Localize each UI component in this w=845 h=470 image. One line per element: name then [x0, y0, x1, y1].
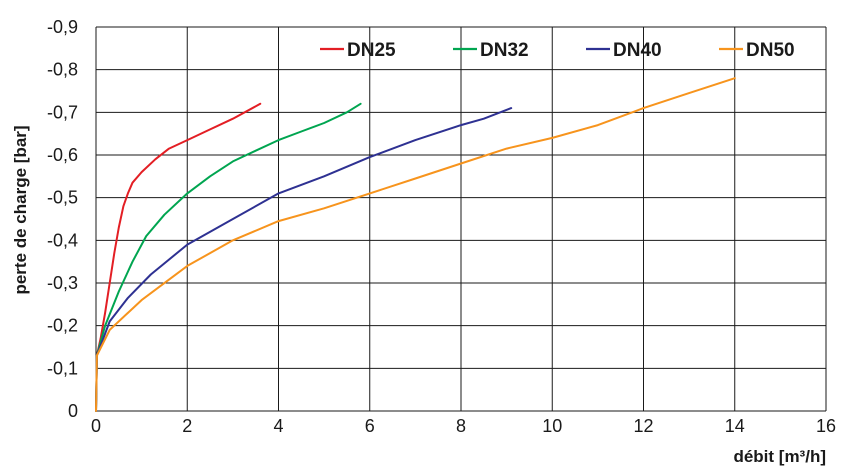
legend-item-dn32: DN32	[453, 40, 529, 61]
grid	[95, 26, 827, 412]
y-tick-label: -0,5	[47, 188, 78, 208]
y-tick-label: -0,6	[47, 145, 78, 165]
x-tick-label: 14	[725, 416, 745, 436]
x-tick-label: 0	[91, 416, 101, 436]
x-tick-label: 16	[816, 416, 836, 436]
y-tick-label: -0,1	[47, 358, 78, 378]
series-lines	[95, 77, 736, 412]
series-line-dn40	[95, 107, 513, 412]
legend-item-dn25: DN25	[320, 40, 396, 61]
x-tick-label: 2	[182, 416, 192, 436]
legend-label: DN32	[480, 40, 529, 61]
y-axis-ticks: 0 -0,1 -0,2 -0,3 -0,4 -0,5 -0,6 -0,7 -0,8 -0,9	[47, 17, 78, 421]
y-tick-label: -0,2	[47, 316, 78, 336]
legend-item-dn50: DN50	[719, 40, 795, 61]
x-axis-ticks: 0 2 4 6 8 10 12 14 16	[91, 416, 836, 436]
legend: DN25 DN32 DN40 DN50	[320, 40, 795, 61]
y-axis-title: perte de charge [bar]	[11, 125, 30, 294]
legend-item-dn40: DN40	[586, 40, 662, 61]
legend-label: DN40	[613, 40, 662, 61]
y-tick-label: -0,4	[47, 230, 78, 250]
y-tick-label: -0,7	[47, 102, 78, 122]
series-line-dn25	[95, 102, 262, 412]
x-axis-title: débit [m³/h]	[733, 447, 826, 466]
legend-label: DN25	[347, 40, 396, 61]
series-line-dn32	[95, 102, 362, 412]
legend-label: DN50	[746, 40, 795, 61]
x-tick-label: 10	[542, 416, 562, 436]
y-tick-label: -0,3	[47, 273, 78, 293]
series-line-dn50	[95, 77, 736, 412]
x-tick-label: 12	[633, 416, 653, 436]
y-tick-label: -0,9	[47, 17, 78, 37]
x-tick-label: 6	[365, 416, 375, 436]
x-tick-label: 8	[456, 416, 466, 436]
y-tick-label: -0,8	[47, 60, 78, 80]
y-tick-label: 0	[68, 401, 78, 421]
x-tick-label: 4	[273, 416, 283, 436]
